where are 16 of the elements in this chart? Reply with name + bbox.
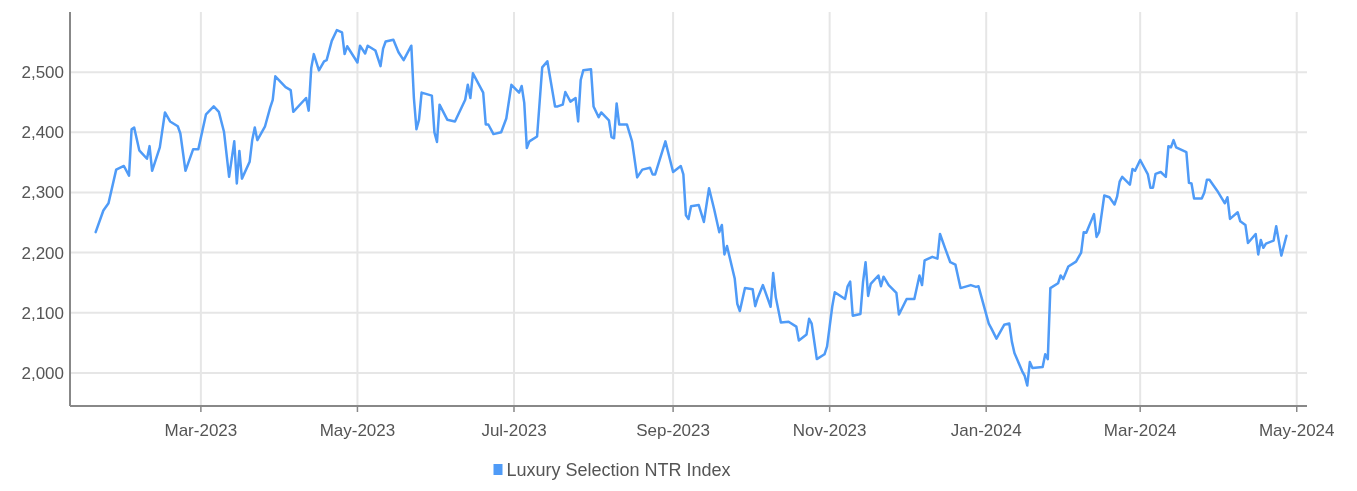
x-tick-label: May-2024 bbox=[1258, 421, 1335, 440]
x-tick-label: Mar-2024 bbox=[1103, 421, 1177, 440]
x-tick-label: Nov-2023 bbox=[792, 421, 867, 440]
y-tick-label: 2,200 bbox=[21, 243, 64, 263]
x-tick-label: Mar-2023 bbox=[164, 421, 238, 440]
x-tick-label: Jan-2024 bbox=[950, 421, 1022, 440]
x-tick-label: Sep-2023 bbox=[636, 421, 710, 440]
y-tick-label: 2,400 bbox=[21, 123, 64, 143]
y-tick-label: 2,500 bbox=[21, 63, 64, 83]
y-tick-label: 2,300 bbox=[21, 183, 64, 203]
y-tick-label: 2,000 bbox=[21, 363, 64, 383]
y-tick-label: 2,100 bbox=[21, 303, 64, 323]
x-tick-label: Jul-2023 bbox=[481, 421, 547, 440]
line-series bbox=[94, 28, 1288, 387]
legend-label: Luxury Selection NTR Index bbox=[506, 460, 731, 480]
x-tick-label: May-2023 bbox=[319, 421, 396, 440]
